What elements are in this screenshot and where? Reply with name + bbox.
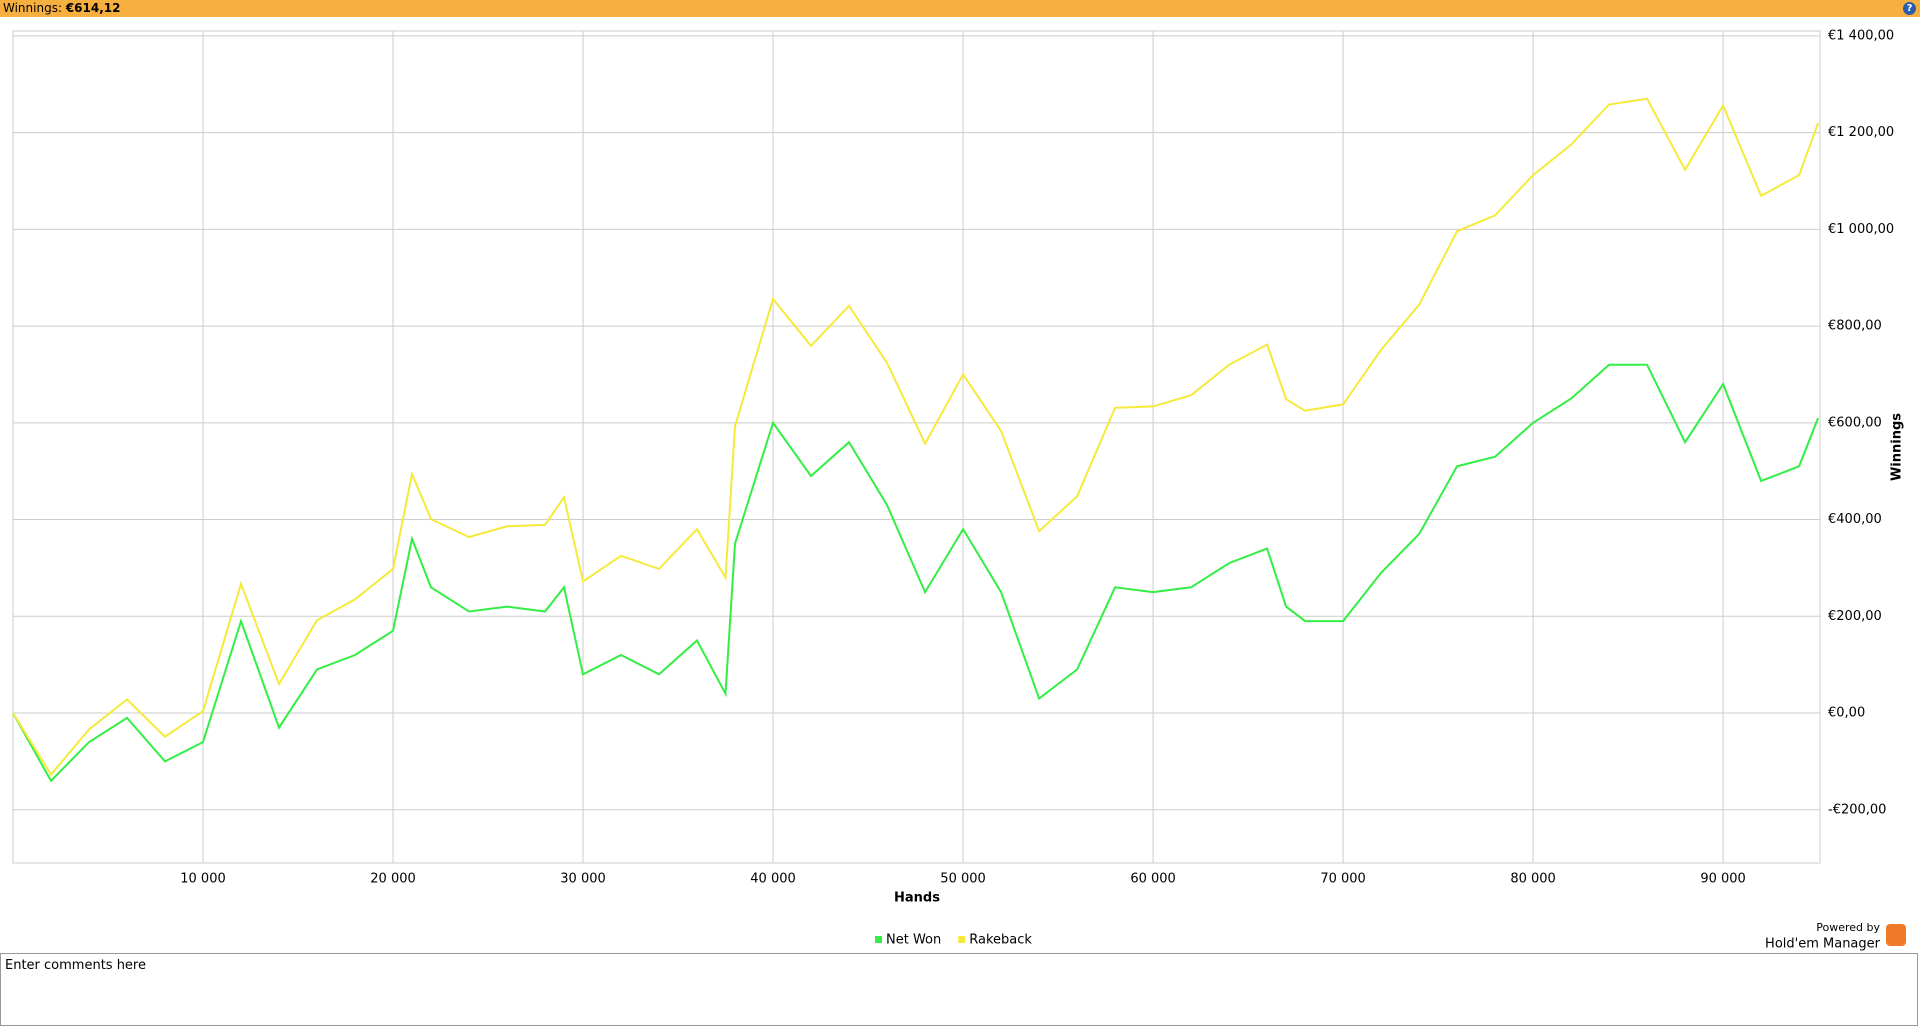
- series-line: [12, 97, 1820, 777]
- legend-swatch: [875, 936, 882, 943]
- y-tick-label: -€200,00: [1828, 802, 1886, 817]
- chart: Hands Winnings Powered by Hold'em Manage…: [12, 28, 1906, 952]
- header-total: €614,12: [65, 1, 121, 15]
- legend-label: Net Won: [886, 933, 941, 948]
- y-tick-label: €200,00: [1828, 609, 1882, 624]
- plot-area: [12, 30, 1821, 864]
- x-tick-label: 30 000: [560, 872, 606, 887]
- series-line: [12, 363, 1820, 783]
- product-logo: [1886, 924, 1906, 946]
- header-bar: Winnings: €614,12 ?: [0, 0, 1920, 17]
- legend-label: Rakeback: [969, 933, 1032, 948]
- powered-by: Powered by: [1816, 921, 1880, 934]
- y-axis-title: Winnings: [1890, 413, 1905, 481]
- y-tick-label: €400,00: [1828, 512, 1882, 527]
- product-name: Hold'em Manager: [1765, 937, 1881, 952]
- x-tick-label: 50 000: [940, 872, 986, 887]
- legend-swatch: [958, 936, 966, 943]
- x-tick-label: 20 000: [370, 872, 416, 887]
- x-tick-label: 10 000: [180, 872, 226, 887]
- y-tick-label: €1 000,00: [1828, 222, 1894, 237]
- x-tick-label: 70 000: [1320, 872, 1366, 887]
- help-button[interactable]: ?: [1903, 2, 1916, 15]
- x-tick-label: 40 000: [750, 872, 796, 887]
- y-tick-label: €600,00: [1828, 415, 1882, 430]
- y-tick-label: €0,00: [1828, 706, 1865, 721]
- x-tick-label: 80 000: [1510, 872, 1556, 887]
- y-tick-label: €1 400,00: [1828, 28, 1894, 43]
- header-label: Winnings:: [3, 1, 62, 15]
- x-tick-label: 90 000: [1700, 872, 1746, 887]
- x-tick-label: 60 000: [1130, 872, 1176, 887]
- comments-box[interactable]: Enter comments here: [0, 953, 1918, 1026]
- x-axis-title: Hands: [894, 891, 940, 906]
- y-tick-label: €800,00: [1828, 319, 1882, 334]
- y-tick-label: €1 200,00: [1828, 125, 1894, 140]
